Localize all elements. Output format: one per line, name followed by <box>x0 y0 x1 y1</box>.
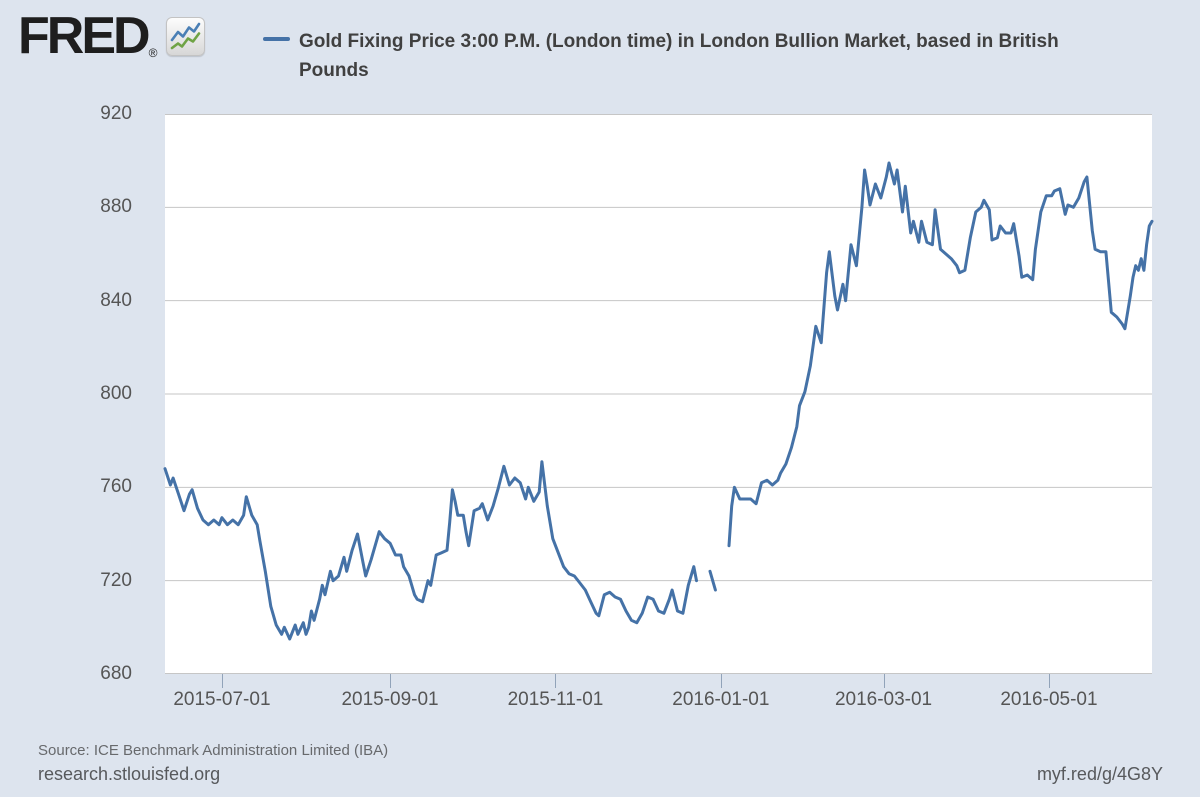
x-tick-label: 2016-05-01 <box>1000 689 1098 710</box>
y-tick-label: 920 <box>100 103 132 124</box>
chart-legend[interactable]: Gold Fixing Price 3:00 P.M. (London time… <box>263 27 1094 85</box>
fred-site-url: research.stlouisfed.org <box>38 764 221 784</box>
legend-line-swatch <box>263 37 290 41</box>
x-tick-label: 2016-03-01 <box>834 689 933 710</box>
x-tick-label: 2015-09-01 <box>341 689 439 710</box>
fred-sparkline-icon <box>166 17 206 56</box>
price-line-segment <box>727 161 1154 548</box>
x-tick-mark <box>720 674 722 688</box>
x-tick-mark <box>1048 674 1050 688</box>
share-short-url: myf.red/g/4G8Y <box>1036 764 1163 784</box>
fred-logo-text: FRED <box>18 7 151 65</box>
price-line-segment <box>708 569 717 592</box>
plot-area[interactable] <box>163 114 1154 674</box>
source-note: Source: ICE Benchmark Administration Lim… <box>38 742 389 759</box>
y-tick-label: 880 <box>100 196 132 218</box>
x-tick-mark <box>883 674 885 688</box>
y-tick-label: 760 <box>100 476 132 498</box>
price-line-chart <box>163 114 1154 674</box>
registered-trademark: ® <box>148 46 158 60</box>
y-tick-label: 840 <box>100 289 132 311</box>
legend-series-label: Gold Fixing Price 3:00 P.M. (London time… <box>299 31 1059 81</box>
price-line-segment <box>163 460 698 641</box>
fred-logo: FRED ® <box>18 7 206 65</box>
x-tick-mark <box>555 674 557 688</box>
y-tick-label: 800 <box>100 383 132 404</box>
y-tick-label: 680 <box>100 663 132 684</box>
x-tick-label: 2015-07-01 <box>173 689 271 710</box>
x-tick-mark <box>390 674 392 688</box>
x-tick-label: 2015-11-01 <box>507 689 604 710</box>
x-tick-mark <box>221 674 223 688</box>
x-tick-label: 2016-01-01 <box>672 689 770 710</box>
y-tick-label: 720 <box>100 569 132 591</box>
